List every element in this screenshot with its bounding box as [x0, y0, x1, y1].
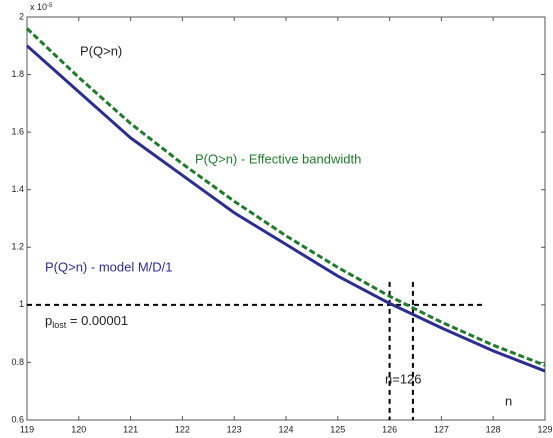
- plot-frame: [26, 16, 546, 421]
- annotation: P(Q>n): [80, 43, 122, 58]
- y-tick-label: 1.2: [11, 242, 24, 252]
- y-tick-label: 0.8: [11, 357, 24, 367]
- x-tick-label: 124: [278, 424, 293, 434]
- annotation: plost = 0.00001: [45, 313, 128, 330]
- x-tick-label: 127: [434, 424, 449, 434]
- x-tick-label: 125: [330, 424, 345, 434]
- axis-label: n: [505, 393, 512, 408]
- x-tick-label: 129: [537, 424, 552, 434]
- series-line: [26, 44, 546, 373]
- x-tick-label: 121: [123, 424, 138, 434]
- plost-p: p: [45, 313, 52, 328]
- multiplier-exponent: -5: [47, 3, 53, 9]
- plost-sub: lost: [52, 320, 67, 330]
- multiplier-base: x 10: [30, 2, 47, 12]
- legend-label: P(Q>n) - model M/D/1: [45, 259, 173, 274]
- x-tick-label: 122: [175, 424, 190, 434]
- plost-rest: = 0.00001: [66, 313, 128, 328]
- multiplier: x 10-5: [30, 2, 53, 12]
- x-tick-label: 119: [20, 424, 34, 434]
- x-tick-label: 120: [71, 424, 86, 434]
- y-tick-label: 1.6: [11, 127, 24, 137]
- y-tick-label: 2: [19, 11, 24, 21]
- y-tick-label: 0.6: [11, 414, 24, 424]
- x-tick-label: 126: [382, 424, 397, 434]
- y-tick-label: 1.4: [11, 184, 24, 194]
- y-tick-label: 1: [19, 299, 24, 309]
- x-tick-label: 128: [486, 424, 501, 434]
- legend-label: P(Q>n) - Effective bandwidth: [195, 151, 361, 166]
- y-tick-label: 1.8: [11, 69, 24, 79]
- x-tick-label: 123: [227, 424, 242, 434]
- series-line: [25, 27, 546, 367]
